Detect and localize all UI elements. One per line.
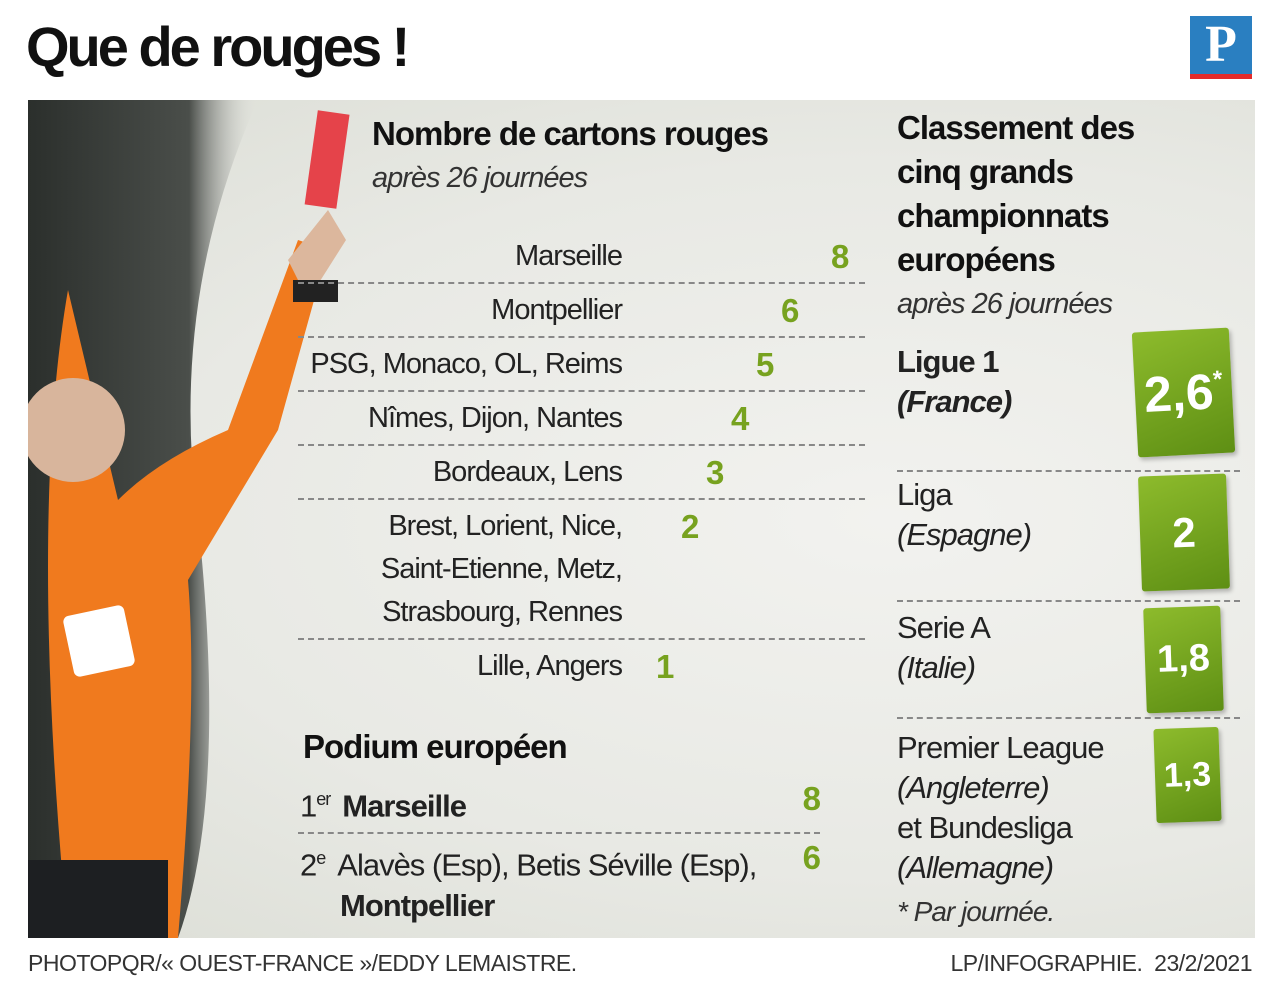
- chart-subtitle: après 26 journées: [372, 162, 588, 194]
- date: 23/2/2021: [1154, 950, 1252, 976]
- separator: [897, 717, 1240, 719]
- card-value: 2: [1171, 508, 1197, 556]
- category-label: Marseille: [514, 239, 623, 272]
- photo-credit: PHOTOPQR/« OUEST-FRANCE »/EDDY LEMAISTRE…: [28, 950, 577, 976]
- card: 1,3: [1153, 726, 1222, 824]
- referee-head: [28, 378, 125, 482]
- ranking-subtitle: après 26 journées: [897, 288, 1113, 320]
- bar-row: Montpellier 6: [298, 284, 865, 338]
- red-card: [304, 110, 350, 209]
- podium-row: 1er Marseille 8: [298, 775, 821, 835]
- league: Liga: [897, 477, 953, 512]
- card-value: 1,8: [1156, 637, 1211, 681]
- card: 2,6 *: [1131, 327, 1236, 458]
- podium-value: 8: [802, 780, 821, 817]
- category-label: Montpellier: [491, 293, 623, 326]
- bar-chart: Marseille 8 Montpellier 6 PSG, Monaco, OL, R…: [298, 230, 865, 692]
- league: et Bundesliga: [897, 810, 1073, 845]
- bar-row: Marseille 8: [298, 230, 865, 284]
- podium-row: 2e Alavès (Esp), Betis Séville (Esp), Mont…: [298, 834, 821, 931]
- badge: [63, 605, 135, 677]
- league-label: Serie A (Italie): [897, 608, 991, 688]
- value-label: 1: [656, 647, 675, 685]
- referee-shorts: [28, 860, 168, 938]
- source-name: LP/INFOGRAPHIE.: [950, 950, 1143, 976]
- source: LP/INFOGRAPHIE. 23/2/2021: [950, 950, 1253, 977]
- bar-row: Brest, Lorient, Nice, Saint-Etienne, Met…: [298, 500, 865, 640]
- logo: P: [1190, 16, 1252, 79]
- country: (Espagne): [897, 517, 1032, 552]
- podium-value: 6: [802, 839, 821, 877]
- league: Serie A: [897, 610, 991, 645]
- value-label: 5: [756, 345, 775, 383]
- value-label: 6: [781, 291, 800, 329]
- bar-row: Nîmes, Dijon, Nantes 4: [298, 392, 865, 446]
- referee-arm: [288, 210, 346, 300]
- country: (France): [897, 384, 1012, 419]
- value-label: 2: [681, 507, 700, 545]
- category-label: PSG, Monaco, OL, Reims: [310, 347, 623, 380]
- separator: [897, 600, 1240, 602]
- page-title: Que de rouges !: [26, 15, 410, 78]
- category-label: Lille, Angers: [477, 649, 623, 682]
- league-label: Ligue 1 (France): [897, 342, 1012, 422]
- card: 2: [1138, 473, 1230, 592]
- country: (Italie): [897, 650, 976, 685]
- podium: 1er Marseille 8 2e Alavès (Esp), Betis Sévil…: [298, 775, 821, 932]
- card-value: 2,6: [1142, 362, 1216, 423]
- podium-title: Podium européen: [303, 728, 568, 765]
- value-label: 3: [706, 453, 725, 491]
- rank: 2: [300, 847, 317, 883]
- teams: Marseille: [342, 788, 467, 824]
- rank: 1: [300, 788, 317, 824]
- card: 1,8: [1143, 605, 1224, 714]
- rank-suffix: e: [316, 848, 326, 869]
- rank-suffix: er: [316, 789, 331, 809]
- category-label: Bordeaux, Lens: [432, 455, 623, 488]
- bar-row: Lille, Angers 1: [298, 640, 865, 692]
- league-label: Premier League (Angleterre) et Bundesliga (…: [897, 728, 1105, 888]
- card-value: 1,3: [1163, 754, 1212, 795]
- value-label: 8: [831, 237, 850, 275]
- referee-shirt: [48, 240, 328, 938]
- teams-bold: Montpellier: [340, 887, 495, 923]
- ranking-title: Classement des cinq grands championnats …: [897, 109, 1135, 278]
- bar-row: Bordeaux, Lens 3: [298, 446, 865, 500]
- league-label: Liga (Espagne): [897, 475, 1032, 555]
- country: (Allemagne): [897, 850, 1054, 885]
- teams: Alavès (Esp), Betis Séville (Esp),: [337, 847, 757, 883]
- footnote: * Par journée.: [897, 896, 1055, 927]
- category-label: Brest, Lorient, Nice, Saint-Etienne, Met…: [380, 509, 623, 628]
- chart-title: Nombre de cartons rouges: [372, 115, 769, 152]
- watch: [293, 280, 338, 302]
- separator: [897, 470, 1240, 472]
- value-label: 4: [731, 399, 750, 437]
- country: (Angleterre): [897, 770, 1050, 805]
- category-label: Nîmes, Dijon, Nantes: [368, 401, 623, 434]
- bar-row: PSG, Monaco, OL, Reims 5: [298, 338, 865, 392]
- photo: [28, 100, 350, 938]
- league: Premier League: [897, 730, 1105, 765]
- note-marker: *: [1212, 365, 1223, 394]
- panel: [28, 100, 1255, 938]
- league: Ligue 1: [897, 344, 1000, 379]
